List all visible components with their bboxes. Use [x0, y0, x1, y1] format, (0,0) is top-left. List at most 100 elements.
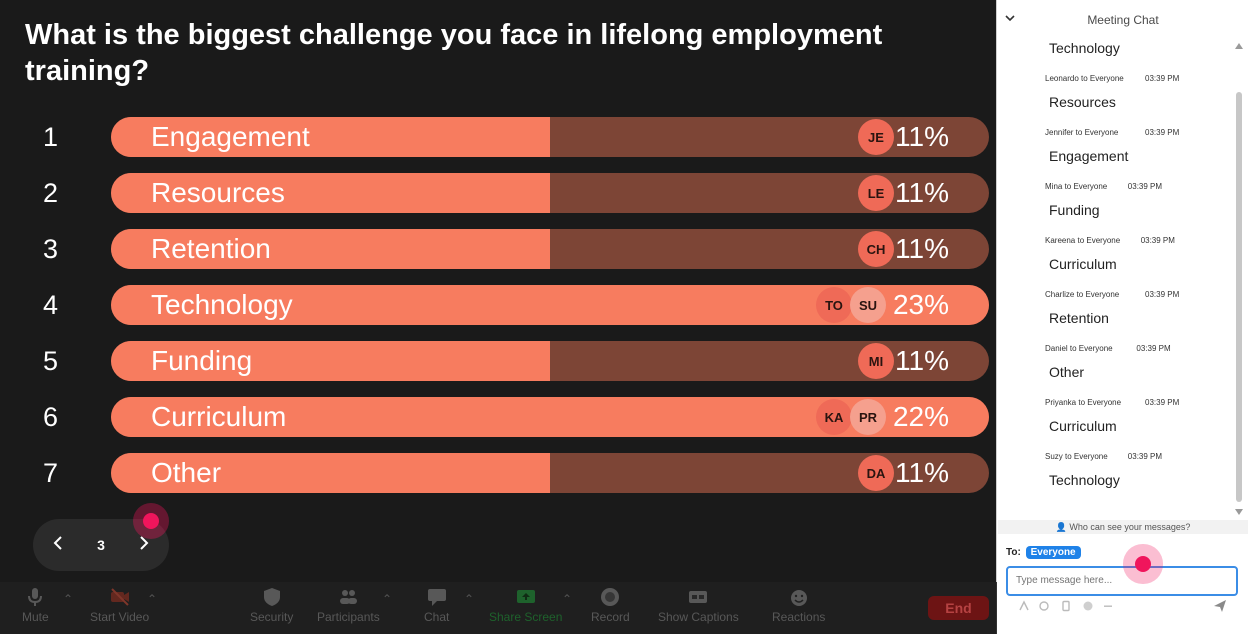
chevron-down-icon[interactable]: [1004, 12, 1016, 24]
mute-options-caret[interactable]: ⌃: [63, 592, 74, 606]
chat-options-caret[interactable]: ⌃: [464, 592, 475, 606]
chat-message-time: 03:39 PM: [1140, 236, 1175, 245]
result-rank: 3: [43, 234, 59, 264]
share-screen-button[interactable]: Share Screen: [489, 586, 562, 624]
recipient-row: To: Everyone: [1006, 546, 1081, 559]
poll-question: What is the biggest challenge you face i…: [25, 19, 883, 87]
page-number: 3: [97, 537, 105, 553]
result-rank: 5: [43, 346, 59, 376]
chat-message-text: Retention: [1049, 310, 1109, 326]
security-button[interactable]: Security: [250, 586, 293, 624]
start-video-label: Start Video: [90, 610, 150, 624]
result-bar-track: [111, 117, 989, 157]
emoji-icon[interactable]: [1082, 600, 1094, 612]
record-button[interactable]: Record: [591, 586, 630, 624]
chat-message-sender: Suzy to Everyone: [1045, 452, 1108, 461]
who-can-see-text: Who can see your messages?: [1069, 522, 1191, 532]
chevron-right-icon[interactable]: [135, 535, 151, 556]
chat-button[interactable]: Chat: [424, 586, 449, 624]
poll-result-row: 5 Funding MI 11%: [0, 341, 997, 381]
scroll-up-icon[interactable]: [1235, 43, 1243, 49]
share-options-caret[interactable]: ⌃: [562, 592, 573, 606]
result-rank: 4: [43, 290, 59, 320]
chat-message-time: 03:39 PM: [1127, 452, 1163, 461]
voter-avatar: LE: [858, 175, 894, 211]
who-can-see-link[interactable]: 👤 Who can see your messages?: [998, 520, 1248, 534]
chat-message-text: Curriculum: [1049, 418, 1117, 434]
chat-message-text: Funding: [1049, 202, 1100, 218]
result-label: Curriculum: [151, 401, 287, 432]
start-video-button[interactable]: Start Video: [90, 586, 149, 624]
result-percent: 23%: [892, 289, 949, 320]
chat-message-input[interactable]: [1016, 575, 1216, 586]
result-percent: 11%: [895, 177, 949, 208]
result-percent: 11%: [895, 233, 949, 264]
scroll-down-icon[interactable]: [1235, 509, 1243, 515]
chat-message-text: Curriculum: [1049, 256, 1117, 272]
screenshot-icon[interactable]: [1038, 600, 1050, 612]
result-label: Resources: [151, 177, 285, 208]
chevron-left-icon[interactable]: [51, 535, 67, 556]
slide-pager: 3: [33, 519, 169, 571]
scrollbar-thumb[interactable]: [1236, 92, 1242, 502]
captions-icon: [689, 591, 708, 603]
record-label: Record: [591, 610, 630, 624]
chat-scrollbar[interactable]: [1234, 40, 1246, 518]
format-text-icon[interactable]: [1018, 600, 1030, 612]
shield-icon: [263, 588, 280, 606]
reactions-label: Reactions: [772, 610, 826, 624]
participants-button[interactable]: Participants: [317, 586, 380, 624]
chat-message-text: Technology: [1049, 472, 1120, 488]
send-icon[interactable]: [1212, 598, 1228, 614]
chat-message-text: Engagement: [1049, 148, 1129, 164]
chat-message-sender: Priyanka to Everyone: [1045, 398, 1122, 407]
result-rank: 7: [43, 458, 59, 488]
result-bar-fill: [111, 173, 550, 213]
chat-formatting-tools: [1016, 600, 1236, 614]
voter-avatar: MI: [858, 343, 894, 379]
result-bar-track: [111, 453, 989, 493]
chat-message-sender: Leonardo to Everyone: [1045, 74, 1124, 83]
result-rank: 1: [43, 122, 59, 152]
reactions-button[interactable]: Reactions: [772, 586, 825, 624]
result-bar-fill: [111, 229, 550, 269]
recipient-dropdown[interactable]: Everyone: [1025, 546, 1081, 559]
meeting-toolbar: Mute ⌃ Start Video ⌃ Security Participan…: [0, 582, 997, 634]
result-label: Engagement: [151, 121, 310, 152]
voter-avatar: JE: [858, 119, 894, 155]
to-label: To:: [1006, 547, 1021, 558]
security-label: Security: [250, 610, 294, 624]
voter-avatar: DA: [858, 455, 894, 491]
file-icon[interactable]: [1060, 600, 1072, 612]
video-options-caret[interactable]: ⌃: [147, 592, 158, 606]
mute-label: Mute: [22, 610, 49, 624]
result-percent: 22%: [892, 401, 949, 432]
poll-result-row: 2 Resources LE 11%: [0, 173, 997, 213]
poll-results-stage: What is the biggest challenge you face i…: [0, 0, 997, 634]
participants-icon: [340, 590, 358, 604]
mute-button[interactable]: Mute: [22, 586, 49, 624]
chat-icon: [427, 589, 446, 606]
result-bar-fill: [111, 341, 550, 381]
show-captions-button[interactable]: Show Captions: [658, 586, 739, 624]
chat-input-box[interactable]: [1006, 566, 1238, 596]
result-bar-track: [111, 173, 989, 213]
chat-header: Meeting Chat: [998, 0, 1248, 36]
chat-message-text: Technology: [1049, 40, 1120, 56]
share-screen-label: Share Screen: [489, 610, 563, 624]
microphone-icon: [28, 588, 43, 606]
end-meeting-button[interactable]: End: [928, 596, 989, 620]
pointer-highlight: [1135, 556, 1151, 572]
chat-message-sender: Jennifer to Everyone: [1045, 128, 1119, 137]
chat-message-sender: Kareena to Everyone: [1045, 236, 1121, 245]
result-rank: 2: [43, 178, 59, 208]
share-screen-icon: [516, 590, 535, 603]
participants-options-caret[interactable]: ⌃: [382, 592, 393, 606]
chat-title: Meeting Chat: [1087, 13, 1159, 27]
poll-result-row: 4 Technology TO SU 23%: [0, 285, 997, 325]
person-icon: 👤: [1055, 522, 1067, 532]
result-label: Retention: [151, 233, 271, 264]
result-percent: 11%: [895, 345, 949, 376]
more-icon[interactable]: [1102, 600, 1114, 612]
result-rank: 6: [43, 402, 59, 432]
